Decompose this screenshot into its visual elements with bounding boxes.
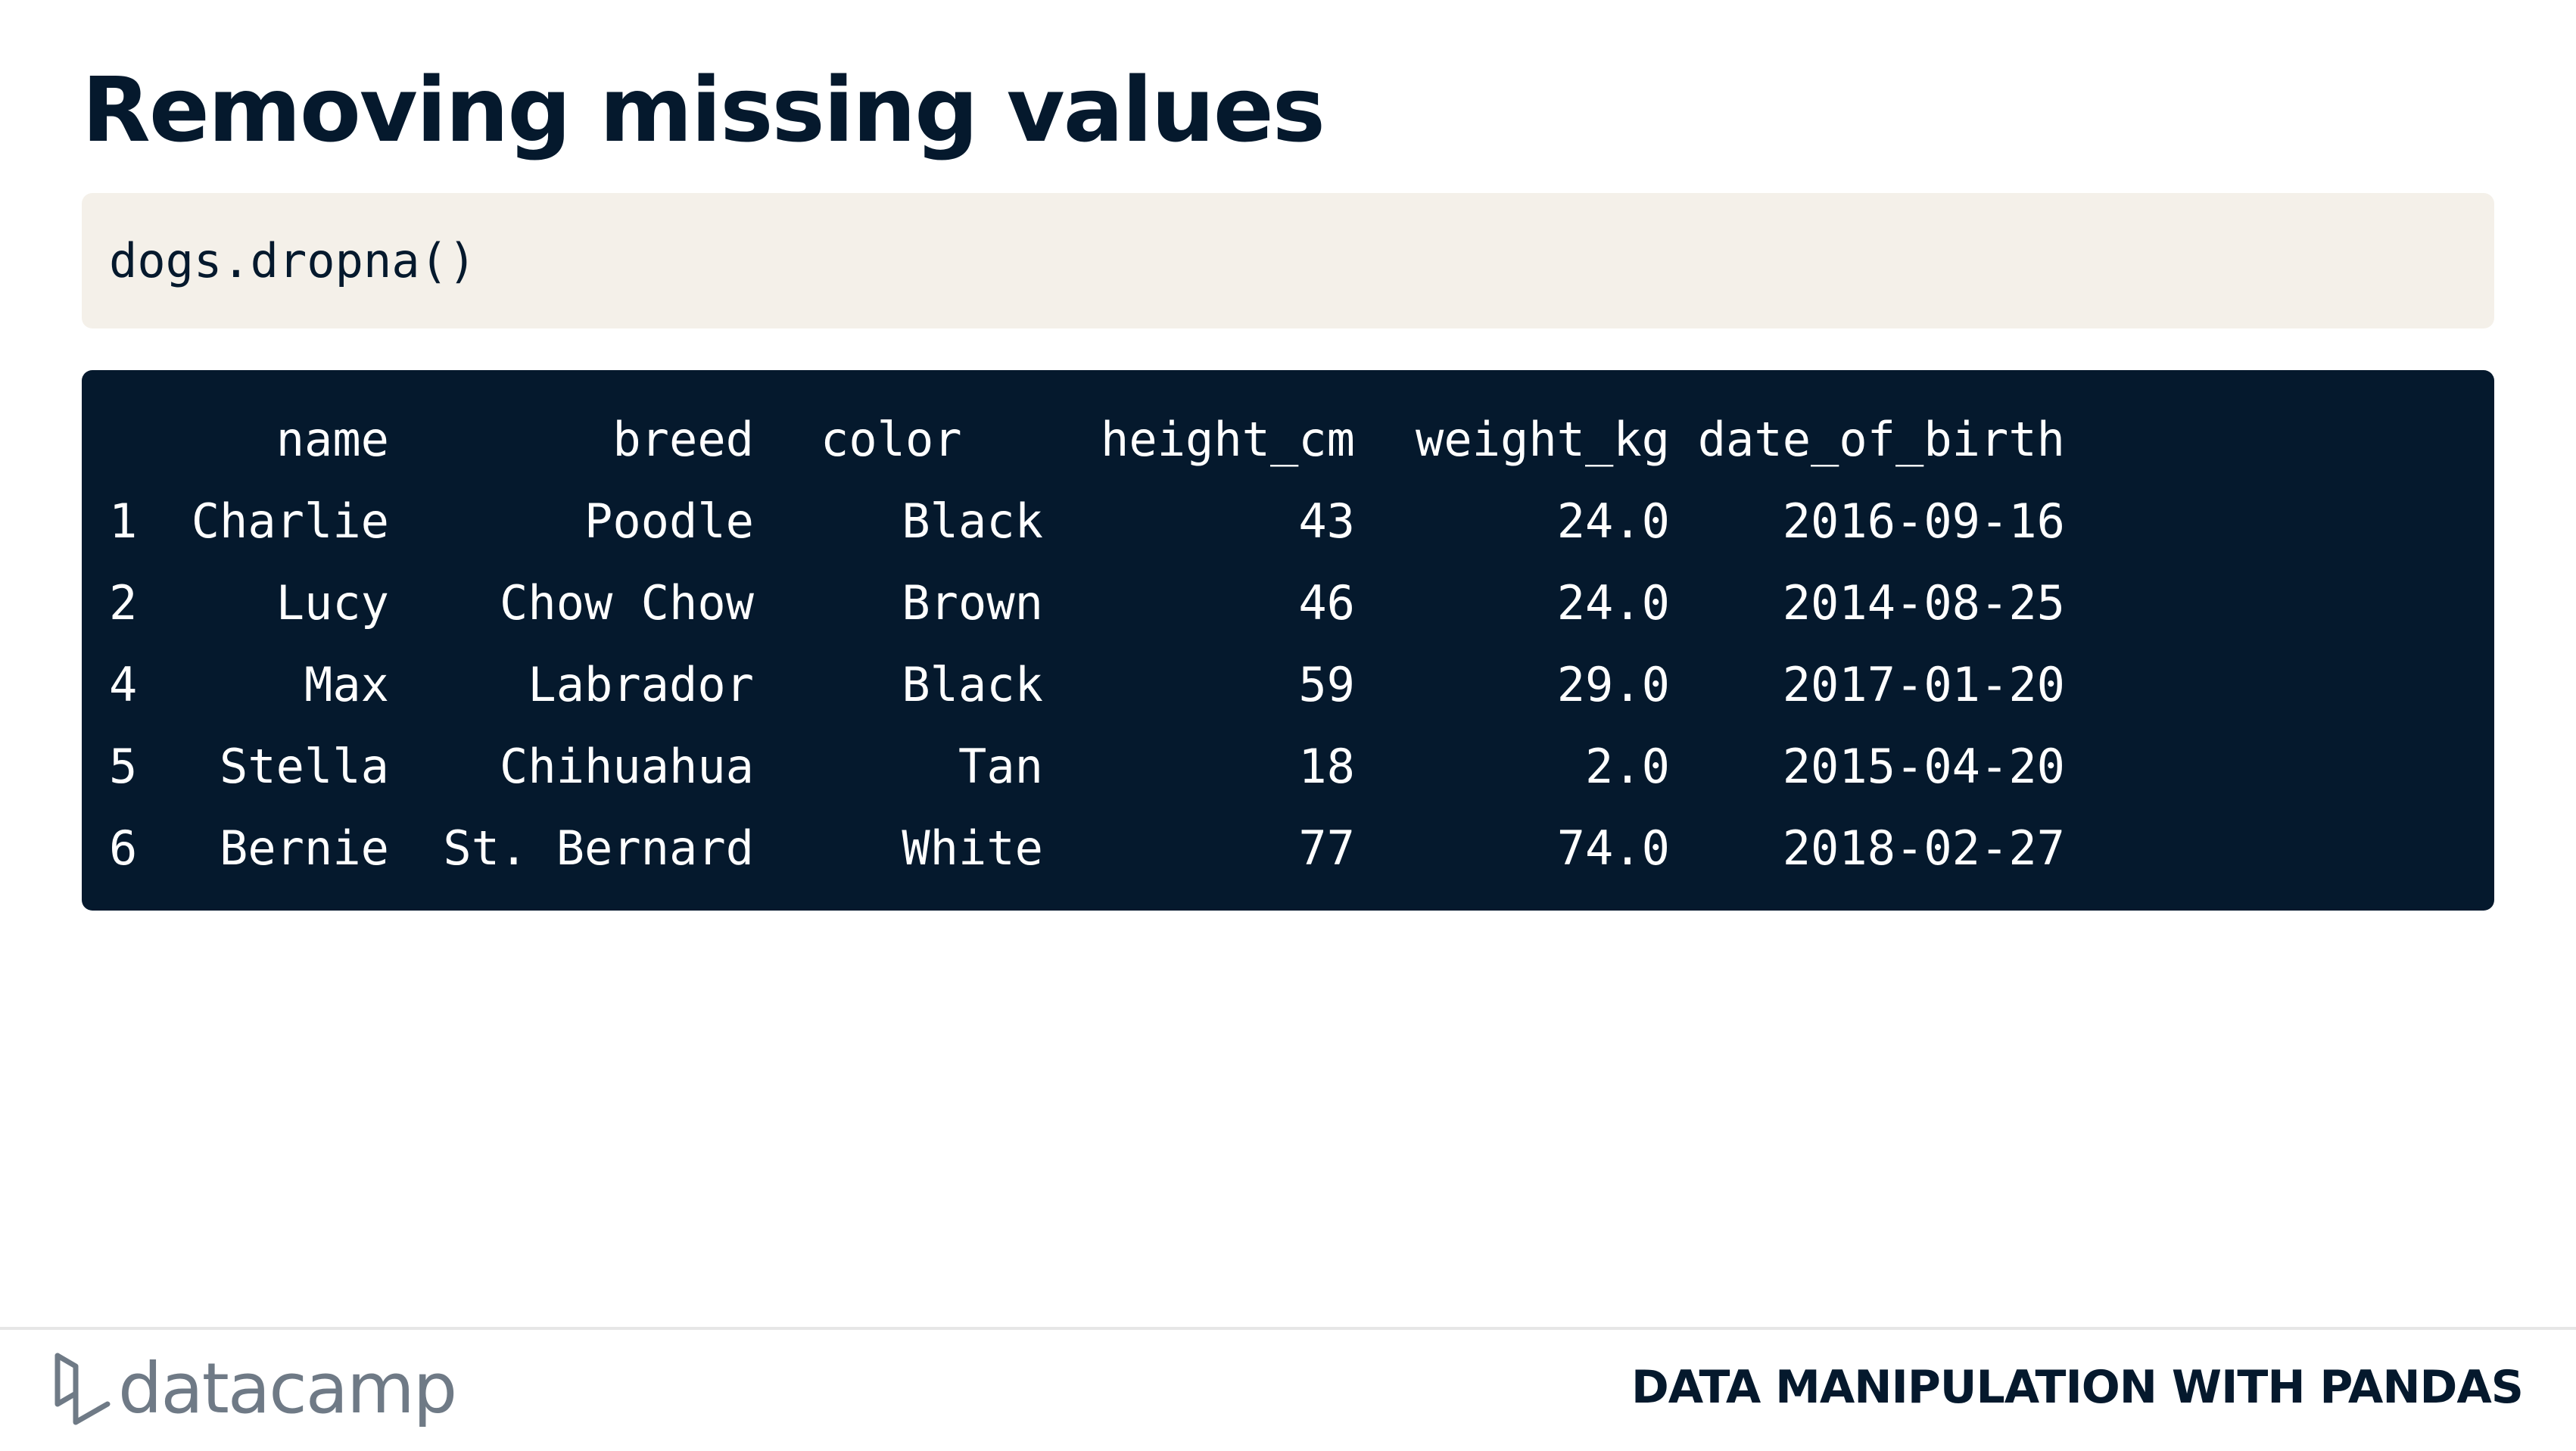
datacamp-logo-icon (55, 1353, 111, 1425)
cell-color: White (902, 820, 1043, 876)
cell-breed: Chow Chow (500, 575, 754, 631)
course-name: DATA MANIPULATION WITH PANDAS (1631, 1361, 2524, 1414)
column-header-height: height_cm (1101, 412, 1355, 467)
cell-color: Tan (958, 739, 1043, 794)
cell-name: Charlie (191, 494, 389, 549)
cell-breed: Labrador (528, 657, 754, 712)
cell-height: 59 (1298, 657, 1355, 712)
cell-color: Black (902, 657, 1043, 712)
datacamp-logo: datacamp (51, 1347, 457, 1431)
code-text: dogs.dropna() (109, 233, 477, 288)
row-index: 6 (109, 820, 138, 876)
cell-name: Bernie (220, 820, 389, 876)
cell-color: Brown (902, 575, 1043, 631)
column-header-dob: date_of_birth (1697, 412, 2065, 467)
column-header-weight: weight_kg (1416, 412, 1670, 467)
cell-name: Lucy (276, 575, 389, 631)
logo-wordmark: datacamp (118, 1348, 457, 1429)
cell-height: 77 (1298, 820, 1355, 876)
code-block: dogs.dropna() (82, 193, 2494, 328)
cell-weight: 24.0 (1556, 575, 1670, 631)
row-index: 2 (109, 575, 138, 631)
cell-height: 43 (1298, 494, 1355, 549)
cell-weight: 74.0 (1556, 820, 1670, 876)
row-index: 1 (109, 494, 138, 549)
column-header-name: name (276, 412, 389, 467)
cell-dob: 2018-02-27 (1782, 820, 2065, 876)
cell-breed: St. Bernard (443, 820, 754, 876)
cell-weight: 2.0 (1585, 739, 1670, 794)
cell-height: 46 (1298, 575, 1355, 631)
row-index: 5 (109, 739, 138, 794)
slide-title: Removing missing values (82, 58, 1325, 162)
cell-dob: 2015-04-20 (1782, 739, 2065, 794)
cell-dob: 2016-09-16 (1782, 494, 2065, 549)
column-header-color: color (821, 412, 962, 467)
cell-breed: Poodle (584, 494, 754, 549)
cell-breed: Chihuahua (500, 739, 754, 794)
cell-name: Stella (220, 739, 389, 794)
footer-divider (0, 1327, 2576, 1330)
cell-height: 18 (1298, 739, 1355, 794)
cell-weight: 24.0 (1556, 494, 1670, 549)
cell-dob: 2017-01-20 (1782, 657, 2065, 712)
column-header-breed: breed (612, 412, 754, 467)
cell-color: Black (902, 494, 1043, 549)
row-index: 4 (109, 657, 138, 712)
cell-weight: 29.0 (1556, 657, 1670, 712)
cell-dob: 2014-08-25 (1782, 575, 2065, 631)
cell-name: Max (304, 657, 389, 712)
output-block: name breed color height_cm weight_kg dat… (82, 370, 2494, 911)
